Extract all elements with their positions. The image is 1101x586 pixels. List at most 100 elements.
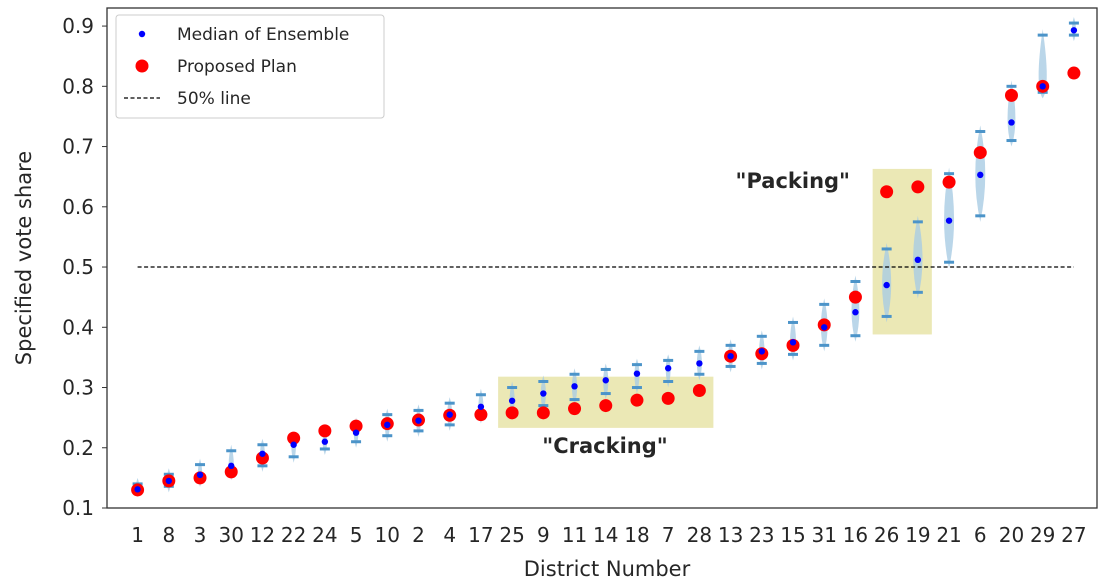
proposed-plan-point — [1004, 88, 1018, 102]
ensemble-median-point — [446, 411, 453, 418]
y-tick-label: 0.1 — [62, 496, 94, 520]
ensemble-median-point — [540, 390, 547, 397]
packing-annotation: "Packing" — [736, 169, 850, 193]
x-tick-label: 27 — [1061, 523, 1086, 547]
ensemble-median-point — [196, 471, 204, 479]
highlight-layer — [498, 168, 932, 428]
x-tick-label: 30 — [219, 523, 244, 547]
ensemble-median-point — [1008, 119, 1015, 126]
y-tick-label: 0.9 — [62, 14, 94, 38]
legend: Median of Ensemble Proposed Plan 50% lin… — [115, 14, 385, 119]
ensemble-median-point — [321, 438, 329, 445]
x-tick-label: 7 — [662, 523, 675, 547]
ensemble-median-point — [602, 377, 609, 384]
y-axis-ticks: 0.1 0.2 0.3 0.4 0.5 0.6 0.7 0.8 0.9 — [62, 14, 107, 520]
legend-median-marker — [138, 30, 146, 38]
x-tick-label: 10 — [375, 523, 400, 547]
proposed-plan-point — [287, 431, 301, 445]
ensemble-median-point — [165, 477, 173, 485]
proposed-plan-point — [568, 402, 582, 416]
proposed-plan-point — [630, 393, 644, 407]
proposed-plan-point — [848, 290, 862, 304]
ensemble-median-point — [134, 486, 141, 493]
x-axis-ticks: 1 8 3 30 12 22 24 5 10 2 4 17 25 9 11 14 18 7 28 13 23 15 31 16… — [131, 523, 1086, 547]
y-tick-label: 0.6 — [62, 195, 94, 219]
ensemble-median-point — [259, 450, 266, 457]
proposed-plan-point — [911, 180, 925, 194]
proposed-plan-point — [973, 146, 987, 160]
x-tick-label: 17 — [468, 523, 493, 547]
ensemble-median-point — [384, 421, 391, 429]
proposed-plan-point — [692, 384, 706, 398]
ensemble-median-point — [1039, 83, 1046, 90]
legend-proposed-marker — [135, 59, 149, 73]
proposed-plan-point — [1067, 66, 1081, 80]
ensemble-median-point — [1070, 27, 1078, 34]
annotations: "Packing" "Cracking" — [542, 169, 850, 458]
y-tick-label: 0.4 — [62, 315, 94, 339]
x-tick-label: 6 — [974, 523, 987, 547]
x-tick-label: 4 — [443, 523, 456, 547]
y-tick-label: 0.5 — [62, 255, 94, 279]
x-tick-label: 18 — [624, 523, 649, 547]
proposed-plan-point — [474, 408, 488, 422]
plot-frame — [106, 7, 1098, 509]
ensemble-median-point — [352, 429, 360, 436]
x-tick-label: 16 — [843, 523, 868, 547]
x-tick-label: 22 — [281, 523, 306, 547]
proposed-plan-point — [255, 451, 269, 465]
ensemble-median-point — [477, 403, 485, 410]
x-tick-label: 1 — [131, 523, 144, 547]
x-tick-label: 15 — [780, 523, 805, 547]
ensemble-median-point — [290, 441, 297, 448]
proposed-plan-point — [661, 391, 675, 405]
legend-median-label: Median of Ensemble — [177, 25, 349, 45]
data-points — [131, 27, 1081, 497]
x-tick-label: 14 — [593, 523, 618, 547]
x-tick-label: 20 — [999, 523, 1024, 547]
x-tick-label: 24 — [312, 523, 337, 547]
proposed-plan-point — [942, 175, 956, 189]
x-tick-label: 25 — [499, 523, 524, 547]
ensemble-median-point — [415, 417, 422, 424]
x-tick-label: 12 — [250, 523, 275, 547]
x-tick-label: 8 — [162, 523, 175, 547]
ensemble-median-point — [758, 348, 765, 355]
ensemble-median-point — [727, 352, 734, 360]
legend-proposed-label: Proposed Plan — [177, 57, 297, 77]
proposed-plan-point — [505, 406, 519, 420]
x-tick-label: 2 — [412, 523, 425, 547]
ensemble-median-point — [821, 324, 828, 331]
ensemble-median-point — [696, 360, 703, 367]
ensemble-median-point — [914, 256, 922, 264]
x-tick-label: 23 — [749, 523, 774, 547]
y-tick-label: 0.2 — [62, 436, 94, 460]
legend-fifty-line-label: 50% line — [177, 89, 251, 109]
ensemble-median-point — [633, 370, 641, 377]
proposed-plan-point — [224, 465, 238, 479]
ensemble-median-point — [977, 171, 984, 179]
proposed-plan-point — [349, 419, 363, 433]
proposed-plan-point — [318, 424, 332, 438]
ensemble-median-point — [852, 309, 859, 316]
x-tick-label: 5 — [350, 523, 363, 547]
x-tick-label: 13 — [718, 523, 743, 547]
x-tick-label: 19 — [905, 523, 930, 547]
ensemble-median-point — [228, 462, 235, 470]
x-tick-label: 31 — [811, 523, 836, 547]
ensemble-median-point — [883, 281, 890, 289]
proposed-plan-point — [880, 185, 894, 199]
x-tick-label: 3 — [194, 523, 207, 547]
x-axis-label: District Number — [524, 557, 691, 581]
legend-box — [115, 14, 385, 119]
x-tick-label: 26 — [874, 523, 899, 547]
ensemble-median-point — [571, 383, 578, 390]
ensemble-median-point — [789, 339, 797, 346]
y-tick-label: 0.3 — [62, 376, 94, 400]
cracking-annotation: "Cracking" — [542, 434, 667, 458]
ensemble-median-point — [945, 217, 953, 224]
y-tick-label: 0.7 — [62, 135, 94, 159]
x-tick-label: 11 — [562, 523, 587, 547]
